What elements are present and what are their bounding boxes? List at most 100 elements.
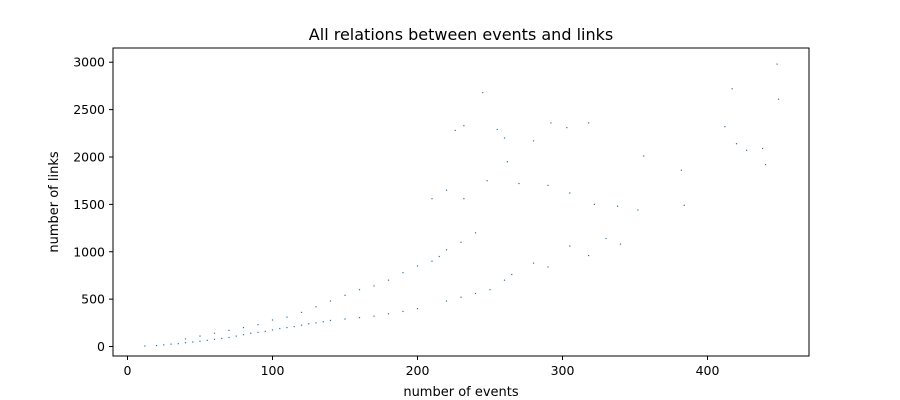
data-point (503, 137, 506, 139)
data-point (474, 232, 477, 234)
data-point (489, 289, 491, 291)
data-point (271, 329, 274, 331)
data-point (228, 336, 230, 339)
data-point (177, 343, 179, 345)
data-point (445, 249, 448, 251)
plot-frame (112, 47, 810, 357)
data-point (445, 189, 448, 191)
data-point (506, 161, 508, 163)
y-tick-label: 500 (81, 292, 105, 307)
data-point (329, 319, 332, 322)
data-point (550, 122, 552, 124)
data-point (463, 125, 465, 127)
data-point (593, 203, 595, 205)
x-tick-label: 200 (406, 363, 430, 378)
data-point (213, 338, 216, 341)
data-point (503, 279, 506, 281)
data-point (206, 339, 208, 341)
data-point (250, 332, 252, 334)
data-point (731, 88, 733, 90)
x-axis: 0 100 200 300 400 (124, 356, 720, 378)
data-point (454, 129, 456, 132)
data-point (588, 254, 590, 257)
data-point (547, 266, 549, 268)
data-point (257, 331, 259, 333)
x-tick-label: 100 (261, 363, 285, 378)
data-point (438, 255, 440, 258)
data-point (373, 285, 375, 287)
data-point (511, 273, 513, 276)
data-point (605, 237, 607, 240)
data-point (286, 326, 288, 329)
data-point (532, 140, 535, 142)
data-point (213, 332, 216, 334)
data-point (242, 326, 245, 329)
data-point (300, 311, 303, 314)
data-point (155, 344, 158, 347)
data-point (192, 341, 194, 343)
data-point (184, 342, 187, 344)
data-point (184, 338, 187, 340)
data-point (416, 265, 419, 267)
data-point (163, 344, 165, 346)
data-point (199, 340, 201, 342)
data-point (279, 327, 281, 330)
data-point (746, 149, 748, 151)
data-point (643, 155, 645, 157)
data-point (358, 289, 361, 291)
data-point (315, 306, 317, 308)
data-point (683, 204, 685, 206)
data-point (777, 98, 780, 100)
data-point (344, 318, 346, 320)
data-point (221, 337, 223, 340)
data-point (308, 323, 310, 325)
data-point (482, 91, 484, 94)
data-point (735, 143, 738, 145)
data-point (344, 294, 346, 296)
data-point (315, 322, 317, 324)
x-tick-label: 0 (124, 363, 132, 378)
data-point (764, 163, 767, 166)
data-point (257, 324, 259, 326)
data-point (619, 243, 622, 245)
data-point (300, 324, 303, 326)
y-tick-label: 2500 (73, 102, 105, 117)
data-point (776, 63, 778, 65)
data-point (532, 262, 535, 264)
x-axis-label: number of events (403, 385, 519, 400)
data-point (235, 335, 237, 337)
data-point (431, 260, 433, 262)
data-point (518, 182, 520, 185)
data-point (199, 335, 201, 337)
data-point (293, 326, 295, 328)
data-point (486, 180, 488, 182)
data-point (329, 300, 332, 302)
chart-title: All relations between events and links (309, 25, 613, 44)
data-point (387, 279, 390, 281)
data-point (322, 321, 324, 323)
data-point (680, 169, 682, 171)
data-point (588, 122, 590, 124)
data-point (637, 209, 639, 211)
data-point (228, 329, 230, 332)
y-tick-label: 1500 (73, 197, 105, 212)
data-point (569, 245, 571, 247)
y-axis-label: number of links (47, 151, 62, 253)
y-tick-label: 1000 (73, 244, 105, 259)
data-point (496, 128, 498, 131)
y-tick-label: 0 (97, 339, 105, 354)
data-point (460, 296, 462, 298)
data-point (271, 319, 274, 321)
data-point (402, 272, 404, 274)
data-point (144, 345, 146, 347)
x-tick-label: 400 (696, 363, 720, 378)
data-point (431, 198, 433, 200)
data-point (416, 308, 419, 310)
data-point (547, 184, 549, 187)
data-point (566, 127, 568, 129)
y-axis: 0 500 1000 1500 2000 2500 3000 (73, 55, 113, 354)
data-point (358, 317, 361, 319)
data-point (170, 343, 172, 345)
y-tick-label: 2000 (73, 149, 105, 164)
